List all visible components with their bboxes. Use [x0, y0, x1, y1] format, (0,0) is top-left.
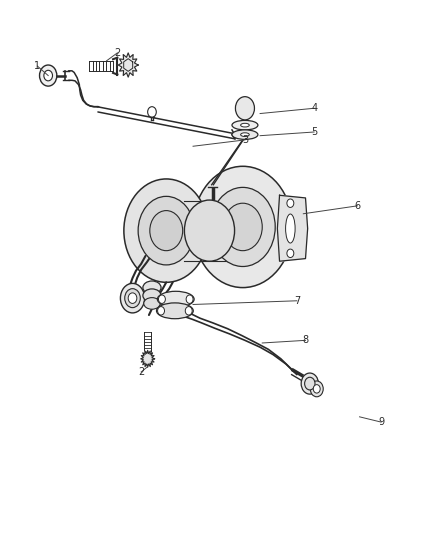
- Circle shape: [236, 96, 254, 120]
- Circle shape: [313, 385, 320, 393]
- Circle shape: [148, 107, 156, 117]
- Circle shape: [287, 249, 294, 257]
- Circle shape: [310, 381, 323, 397]
- Circle shape: [223, 203, 262, 251]
- Ellipse shape: [156, 303, 193, 319]
- Ellipse shape: [144, 297, 160, 309]
- Ellipse shape: [143, 281, 161, 294]
- Polygon shape: [118, 53, 138, 77]
- Text: 7: 7: [294, 296, 300, 306]
- Circle shape: [210, 188, 275, 266]
- Text: 4: 4: [311, 103, 317, 114]
- Ellipse shape: [286, 214, 295, 243]
- Text: 9: 9: [378, 417, 384, 427]
- Text: 2: 2: [138, 367, 144, 377]
- Ellipse shape: [157, 292, 194, 307]
- Circle shape: [138, 196, 194, 265]
- Circle shape: [150, 211, 183, 251]
- Circle shape: [125, 289, 140, 308]
- Circle shape: [124, 179, 208, 282]
- Circle shape: [120, 284, 145, 313]
- Circle shape: [287, 199, 294, 207]
- Circle shape: [184, 200, 235, 261]
- Ellipse shape: [240, 133, 249, 136]
- Polygon shape: [277, 195, 307, 261]
- Circle shape: [301, 373, 318, 394]
- Ellipse shape: [240, 123, 249, 127]
- Text: 3: 3: [242, 135, 248, 145]
- Circle shape: [159, 295, 166, 303]
- Circle shape: [128, 293, 137, 303]
- Ellipse shape: [232, 130, 258, 140]
- Circle shape: [185, 306, 192, 315]
- Ellipse shape: [143, 289, 161, 302]
- Circle shape: [39, 65, 57, 86]
- Circle shape: [158, 306, 165, 315]
- Polygon shape: [141, 350, 155, 367]
- Ellipse shape: [232, 120, 258, 130]
- Circle shape: [186, 295, 193, 303]
- Text: 1: 1: [34, 61, 40, 71]
- Circle shape: [44, 70, 53, 81]
- Text: 5: 5: [311, 127, 317, 137]
- Polygon shape: [184, 200, 236, 261]
- Circle shape: [304, 377, 315, 390]
- Text: 8: 8: [302, 335, 308, 345]
- Text: 2: 2: [114, 48, 120, 58]
- Text: 6: 6: [354, 201, 360, 211]
- Circle shape: [193, 166, 293, 288]
